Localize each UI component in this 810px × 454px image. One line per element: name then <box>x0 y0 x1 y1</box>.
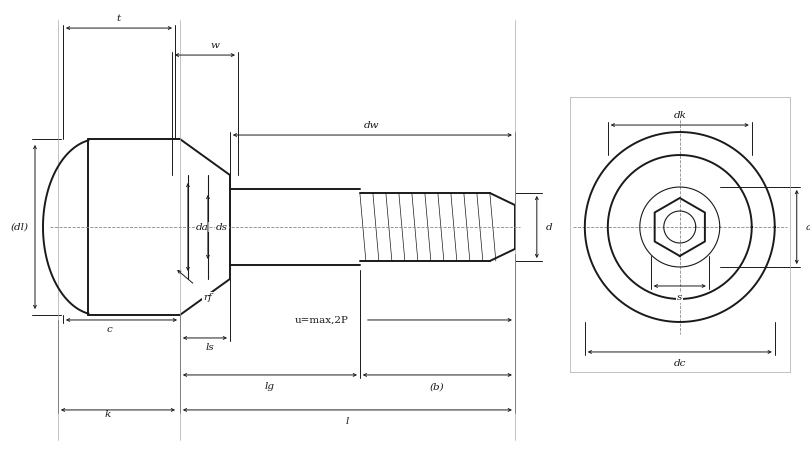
Text: c: c <box>106 326 112 335</box>
Text: rf: rf <box>203 293 211 302</box>
Text: u=max,2P: u=max,2P <box>295 316 349 325</box>
Text: (b): (b) <box>429 382 444 391</box>
Text: k: k <box>105 410 111 419</box>
Text: ds: ds <box>216 222 228 232</box>
Text: a: a <box>806 222 810 232</box>
Text: dk: dk <box>673 110 686 119</box>
Text: lg: lg <box>265 382 275 391</box>
Text: w: w <box>211 40 220 49</box>
Text: dc: dc <box>674 360 686 369</box>
Text: ls: ls <box>206 344 215 352</box>
Text: t: t <box>117 14 121 23</box>
Text: d: d <box>545 222 552 232</box>
Text: da: da <box>195 222 208 232</box>
Text: s: s <box>677 293 683 302</box>
Text: dw: dw <box>364 120 380 129</box>
Text: (dl): (dl) <box>11 222 29 232</box>
Text: l: l <box>345 417 348 426</box>
